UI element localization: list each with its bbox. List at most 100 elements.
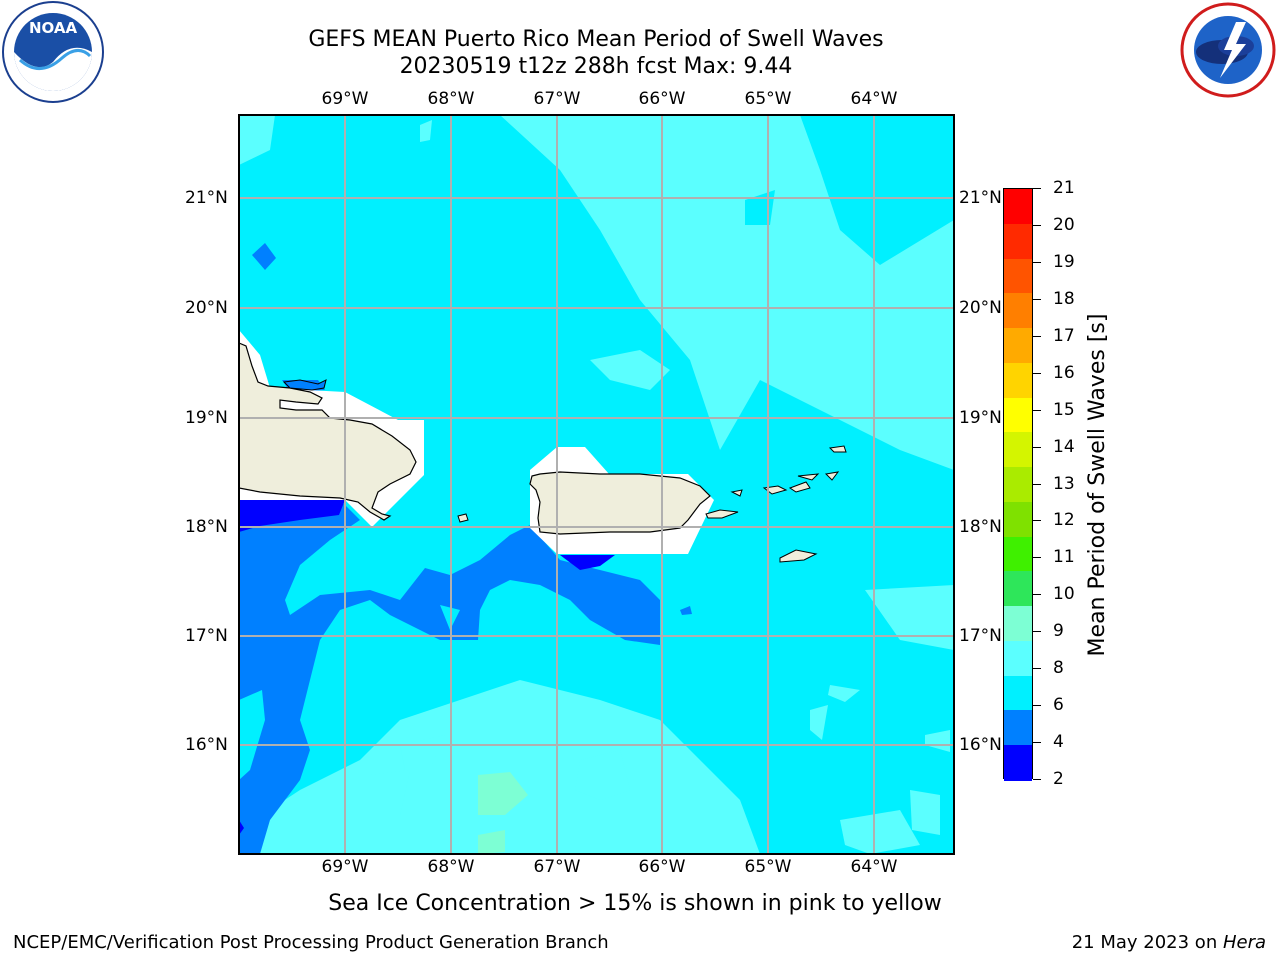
colorbar-tick-label: 16: [1053, 362, 1075, 383]
lon-label-top: 67°W: [533, 89, 581, 109]
noaa-logo-text: NOAA: [29, 19, 78, 37]
contour-9-10: [478, 772, 528, 815]
st-croix-island: [779, 549, 818, 563]
sea-ice-note: Sea Ice Concentration > 15% is shown in …: [0, 891, 1280, 917]
colorbar-tick-label: 14: [1053, 436, 1075, 457]
lon-label-bottom: 66°W: [638, 857, 686, 877]
map-frame: [238, 114, 955, 855]
map-gridlines: [239, 115, 954, 854]
footer-date: 21 May 2023 on Hera: [1072, 932, 1266, 954]
lat-label-right: 17°N: [959, 626, 1002, 646]
colorbar-tick-label: 13: [1053, 473, 1075, 494]
lon-label-top: 65°W: [744, 89, 792, 109]
footer-branch: NCEP/EMC/Verification Post Processing Pr…: [13, 932, 609, 953]
colorbar-tick-label: 17: [1053, 325, 1075, 346]
colorbar-tick-mark: [1033, 705, 1041, 707]
anegada-island: [828, 445, 847, 453]
chart-subtitle: 20230519 t12z 288h fcst Max: 9.44: [399, 54, 793, 79]
colorbar-segment: [1004, 362, 1032, 399]
colorbar-tick-mark: [1033, 446, 1041, 448]
tortuga-island: [282, 379, 327, 391]
colorbar-tick-mark: [1033, 483, 1041, 485]
colorbar-tick-mark: [1033, 742, 1041, 744]
colorbar-tick-label: 4: [1053, 732, 1064, 753]
colorbar-tick-mark: [1033, 557, 1041, 559]
colorbar-tick-mark: [1033, 188, 1041, 189]
colorbar-tick-label: 19: [1053, 251, 1075, 272]
sea-ice-note-text: Sea Ice Concentration > 15% is shown in …: [328, 891, 942, 916]
colorbar-label: Mean Period of Swell Waves [s]: [1085, 313, 1110, 657]
lat-label-right: 18°N: [959, 517, 1002, 537]
colorbar-tick-label: 2: [1053, 769, 1064, 789]
colorbar-tick-mark: [1033, 372, 1041, 374]
lon-label-bottom: 65°W: [744, 857, 792, 877]
colorbar-tick-label: 20: [1053, 214, 1075, 235]
lat-label-right: 19°N: [959, 408, 1002, 428]
colorbar-segment: [1004, 606, 1032, 642]
colorbar-segment: [1004, 258, 1032, 294]
nws-logo: [1176, 0, 1280, 100]
vieques-island: [705, 509, 739, 519]
lon-label-top: 64°W: [850, 89, 898, 109]
colorbar-tick-label: 9: [1053, 621, 1064, 642]
mona-island: [457, 513, 469, 523]
colorbar-segment: [1004, 675, 1032, 712]
lat-label-left: 19°N: [185, 408, 228, 428]
colorbar-tick-mark: [1033, 335, 1041, 337]
colorbar-segment: [1004, 432, 1032, 468]
contour-4-6: [239, 500, 660, 854]
colorbar-segment: [1004, 467, 1032, 503]
colorbar-segment: [1004, 223, 1032, 260]
colorbar-tick-mark: [1033, 631, 1041, 633]
swell-period-contours: [239, 115, 954, 854]
lat-label-left: 16°N: [185, 735, 228, 755]
colorbar-tick-label: 10: [1053, 584, 1075, 605]
colorbar-segment: [1004, 397, 1032, 433]
puerto-rico-landmass: [529, 471, 711, 535]
colorbar-tick-label: 12: [1053, 510, 1075, 531]
colorbar-segment: [1004, 640, 1032, 677]
lon-label-top: 68°W: [427, 89, 475, 109]
footer-machine: Hera: [1222, 932, 1266, 953]
colorbar-tick-mark: [1033, 224, 1041, 226]
lon-label-bottom: 68°W: [427, 857, 475, 877]
colorbar-segment: [1004, 710, 1032, 746]
lat-label-right: 20°N: [959, 298, 1002, 318]
hispaniola-landmass: [239, 342, 417, 521]
lon-label-bottom: 64°W: [850, 857, 898, 877]
lat-label-left: 17°N: [185, 626, 228, 646]
virgin-islands: [762, 485, 788, 495]
colorbar-segment: [1004, 536, 1032, 572]
lat-label-right: 16°N: [959, 735, 1002, 755]
contour-2-4: [239, 500, 345, 532]
colorbar-segment: [1004, 745, 1032, 781]
chart-title: GEFS MEAN Puerto Rico Mean Period of Swe…: [308, 27, 884, 52]
lat-label-left: 21°N: [185, 188, 228, 208]
lon-label-top: 66°W: [638, 89, 686, 109]
colorbar-tick-label: 8: [1053, 658, 1064, 679]
colorbar-segment: [1004, 571, 1032, 607]
colorbar-tick-label: 18: [1053, 288, 1075, 309]
lat-label-left: 20°N: [185, 298, 228, 318]
colorbar-segment: [1004, 189, 1032, 225]
colorbar-tick-mark: [1033, 594, 1041, 596]
colorbar-tick-mark: [1033, 520, 1041, 522]
contour-8-9-south: [239, 680, 760, 854]
noaa-logo: NOAA: [0, 0, 106, 106]
colorbar-tick-mark: [1033, 298, 1041, 300]
lon-label-bottom: 69°W: [321, 857, 369, 877]
lat-label-left: 18°N: [185, 517, 228, 537]
colorbar-tick-label: 6: [1053, 695, 1064, 716]
colorbar-segment: [1004, 328, 1032, 364]
colorbar-tick-mark: [1033, 779, 1041, 780]
colorbar-tick-mark: [1033, 668, 1041, 670]
colorbar-tick-labels: 21 20 19 18 17 16 15 14 13 12 11 10 9 8 6 4 2: [1033, 178, 1093, 789]
colorbar-tick-mark: [1033, 261, 1041, 263]
colorbar-tick-label: 11: [1053, 547, 1075, 568]
colorbar: [1003, 188, 1033, 781]
footer-date-text: 21 May 2023 on: [1071, 932, 1223, 953]
lon-label-bottom: 67°W: [533, 857, 581, 877]
lon-label-top: 69°W: [321, 89, 369, 109]
colorbar-tick-mark: [1033, 409, 1041, 411]
